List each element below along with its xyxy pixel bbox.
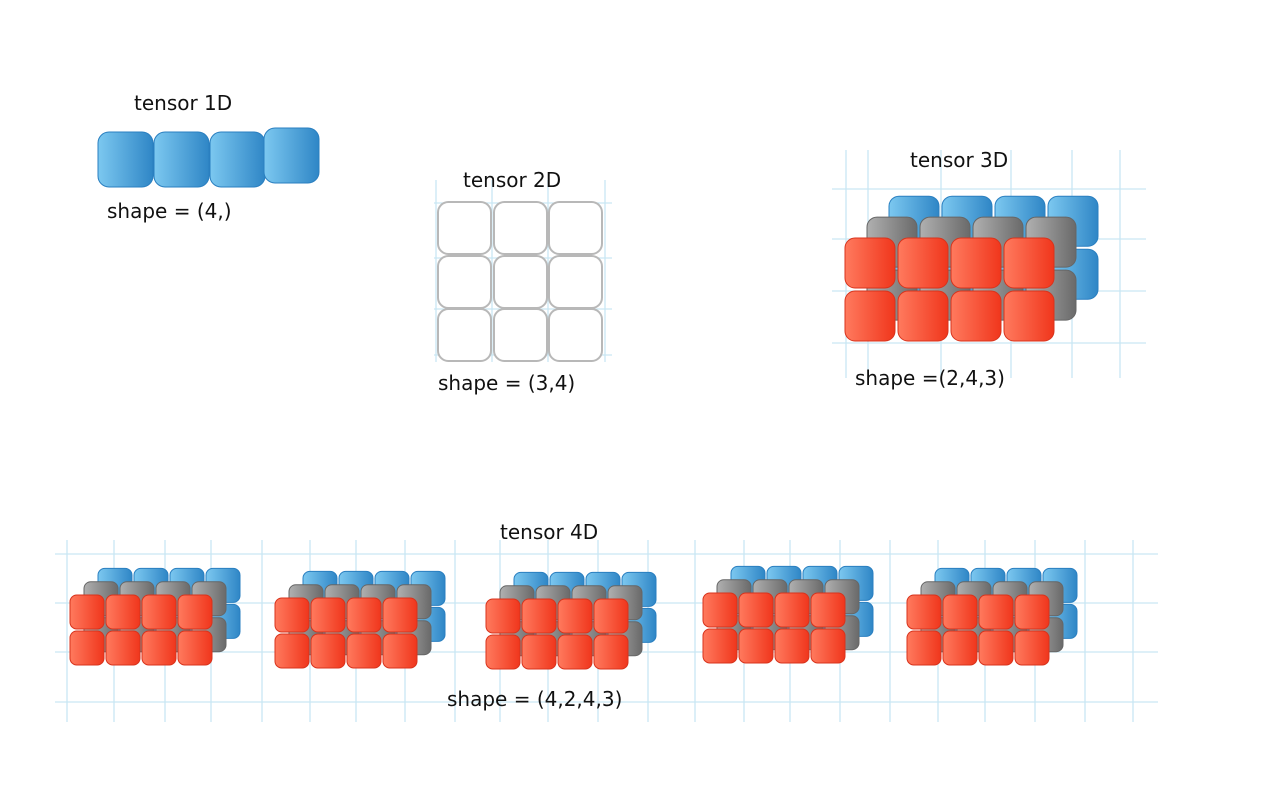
tensor-4d-block-red-cell [738,628,774,664]
tensor-2d-cell [548,201,603,255]
tensor-4d-block [906,567,1078,666]
tensor-4d-block [702,565,874,664]
tensor-4d-block-red-cell [521,634,557,670]
tensor-4d-block-red-cell [1014,594,1050,630]
tensor-4d-block-red-cell [810,628,846,664]
tensor-4d-block-red-cell [1014,630,1050,666]
tensor-4d-block-red-cell [310,633,346,669]
tensor-4d-block-red-cell [942,630,978,666]
tensor-4d-block-red-cell [382,597,418,633]
tensor-2d-cell [437,201,492,255]
tensor-3d-block [844,195,1099,342]
tensor-4d-block-red-cell [274,633,310,669]
tensor-4d-block-red-cell [141,630,177,666]
tensor-2d-cell [548,308,603,362]
tensor-4d-block-red-cell [346,633,382,669]
tensor-4d-block [69,567,241,666]
tensor-2d-cell [437,308,492,362]
tensor-1d-cell [97,131,154,188]
tensor-4d-block-red-cell [274,597,310,633]
tensor-4d-block [485,571,657,670]
tensor-3d-block-red-cell [844,237,896,289]
tensor-4d-block-red-cell [177,630,213,666]
tensor-4d-block-red-cell [557,634,593,670]
tensor-3d-block-red-cell [1003,237,1055,289]
tensor-4d-block-red-cell [738,592,774,628]
tensor-4d-block-red-cell [485,598,521,634]
tensor-2d-cell [548,255,603,309]
tensor-4d-block [274,570,446,669]
tensor-4d-block-red-cell [702,592,738,628]
tensor-4d-block-red-cell [69,594,105,630]
tensor-3d-block-red-cell [897,290,949,342]
tensor-4d-block-red-cell [177,594,213,630]
tensor-cells [69,127,1099,670]
tensor-1d-cells [97,127,320,188]
tensor-4d-block-red-cell [105,630,141,666]
tensor-4d-block-red-cell [906,594,942,630]
tensor-1d-cell [153,131,210,188]
tensor-4d-shape: shape = (4,2,4,3) [447,687,623,711]
tensor-4d-block-red-cell [310,597,346,633]
tensor-2d-cell [493,308,548,362]
tensor-4d-block-red-cell [593,598,629,634]
tensor-4d-block-red-cell [521,598,557,634]
tensor-3d-block-red-cell [950,290,1002,342]
tensor-1d-shape: shape = (4,) [107,199,232,223]
tensor-3d-block-red-cell [844,290,896,342]
tensor-4d-block-red-cell [810,592,846,628]
tensor-3d-block-red-cell [1003,290,1055,342]
tensor-1d-title: tensor 1D [134,91,233,115]
tensor-4d-block-red-cell [105,594,141,630]
tensor-4d-block-red-cell [942,594,978,630]
tensor-2d-cell [437,255,492,309]
tensor-3d-block-red-cell [897,237,949,289]
tensor-4d-block-red-cell [141,594,177,630]
tensor-1d-cell [263,127,320,184]
tensor-4d-block-red-cell [346,597,382,633]
tensor-1d-cell [209,131,266,188]
tensor-4d-block-red-cell [69,630,105,666]
tensor-3d-title: tensor 3D [910,148,1009,172]
tensor-4d-block-red-cell [593,634,629,670]
tensor-4d-block-red-cell [978,594,1014,630]
tensor-4d-block-red-cell [774,628,810,664]
tensor-2d-title: tensor 2D [463,168,562,192]
tensor-4d-block-red-cell [774,592,810,628]
tensor-2d-cells [437,201,603,362]
tensor-4d-title: tensor 4D [500,520,599,544]
tensor-4d-block-red-cell [382,633,418,669]
tensor-3d-shape: shape =(2,4,3) [855,366,1005,390]
tensor-4d-block-red-cell [702,628,738,664]
tensor-2d-cell [493,201,548,255]
tensor-4d-block-red-cell [906,630,942,666]
tensor-4d-block-red-cell [978,630,1014,666]
tensor-2d-shape: shape = (3,4) [438,371,576,395]
tensor-4d-block-red-cell [485,634,521,670]
tensor-2d-cell [493,255,548,309]
tensor-4d-block-red-cell [557,598,593,634]
tensor-3d-block-red-cell [950,237,1002,289]
